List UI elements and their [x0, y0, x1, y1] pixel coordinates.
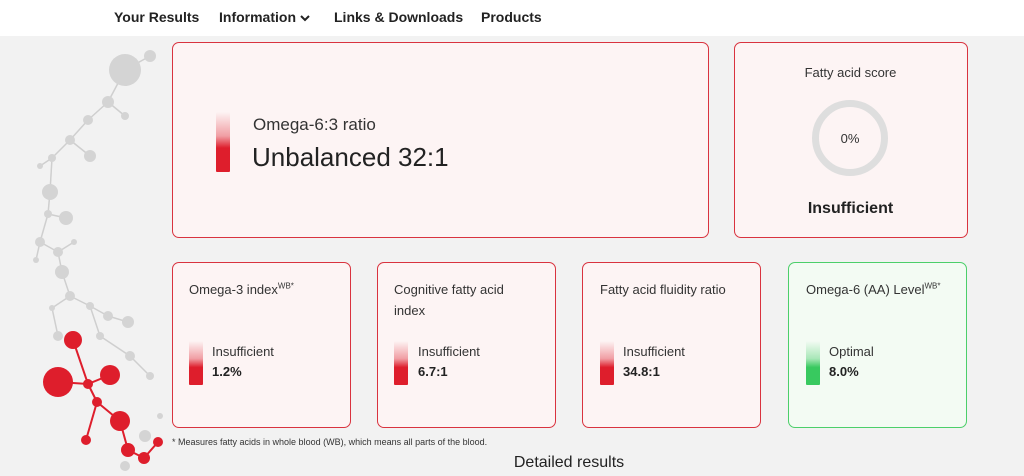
score-donut-chart: [812, 100, 888, 176]
chevron-down-icon: [300, 15, 310, 22]
nav-information[interactable]: Information: [219, 9, 310, 25]
cognitive-index-value: 6.7:1: [418, 364, 448, 379]
fluidity-ratio-value: 34.8:1: [623, 364, 660, 379]
omega6-level-title-text: Omega-6 (AA) Level: [806, 282, 925, 297]
ratio-indicator-bar: [216, 112, 230, 172]
whole-blood-footnote: * Measures fatty acids in whole blood (W…: [172, 437, 488, 447]
top-navbar: Your Results Information Links & Downloa…: [0, 0, 1024, 36]
omega3-index-title: Omega-3 indexWB*: [189, 279, 339, 300]
omega3-index-title-text: Omega-3 index: [189, 282, 278, 297]
cognitive-index-status: Insufficient: [418, 344, 480, 359]
omega6-level-value: 8.0%: [829, 364, 859, 379]
fluidity-ratio-status: Insufficient: [623, 344, 685, 359]
score-title: Fatty acid score: [804, 65, 897, 80]
omega6-level-title: Omega-6 (AA) LevelWB*: [806, 279, 961, 300]
detailed-results-heading: Detailed results: [513, 454, 625, 471]
nav-information-label: Information: [219, 9, 296, 25]
omega6-level-status: Optimal: [829, 344, 874, 359]
ratio-label: Omega-6:3 ratio: [253, 115, 376, 134]
score-percent: 0%: [840, 131, 860, 146]
omega6-level-superscript: WB*: [924, 281, 941, 291]
nav-products[interactable]: Products: [481, 9, 542, 25]
omega-ratio-card: [172, 42, 709, 238]
fluidity-ratio-bar: [600, 341, 614, 385]
nav-links-downloads[interactable]: Links & Downloads: [334, 9, 464, 25]
omega3-index-bar: [189, 341, 203, 385]
molecule-illustration: [33, 50, 163, 471]
omega3-index-value: 1.2%: [212, 364, 242, 379]
cognitive-index-bar: [394, 341, 408, 385]
nav-your-results[interactable]: Your Results: [114, 9, 200, 25]
cognitive-index-title: Cognitive fatty acid index: [394, 282, 504, 318]
omega3-index-superscript: WB*: [277, 281, 294, 291]
score-status: Insufficient: [807, 200, 894, 217]
fluidity-ratio-title: Fatty acid fluidity ratio: [600, 282, 726, 297]
omega6-level-bar: [806, 341, 820, 385]
omega3-index-status: Insufficient: [212, 344, 274, 359]
ratio-value: Unbalanced 32:1: [252, 142, 449, 172]
